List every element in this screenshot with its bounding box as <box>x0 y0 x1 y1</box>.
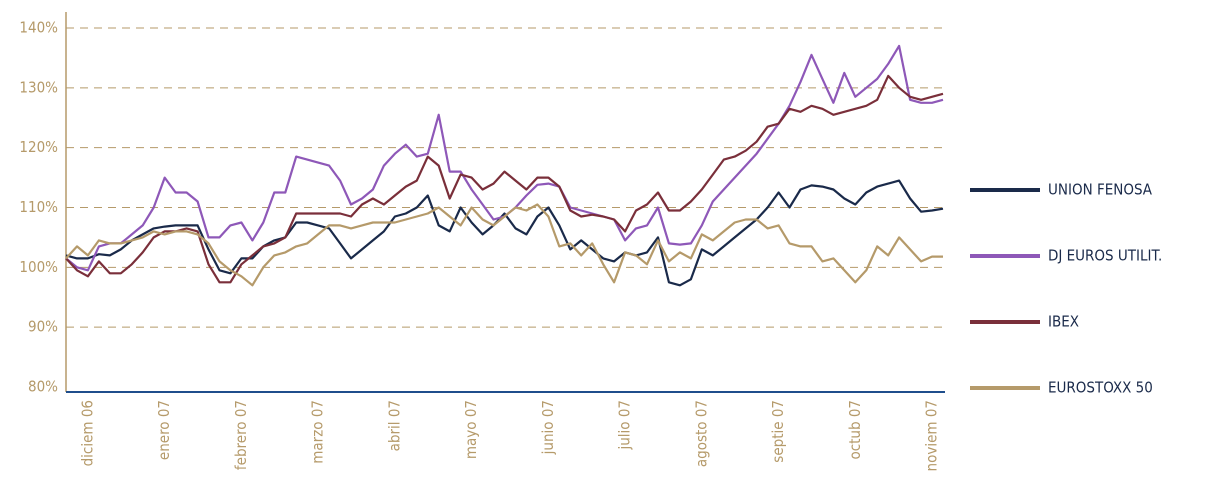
legend-label: UNION FENOSA <box>1048 181 1153 199</box>
x-tick-label: mayo 07 <box>462 400 480 459</box>
legend-label: DJ EUROS UTILIT. <box>1048 247 1162 265</box>
series-line <box>65 74 944 284</box>
y-tick-label: 80% <box>28 378 58 396</box>
y-tick-label: 120% <box>19 138 58 156</box>
x-tick-label: agosto 07 <box>692 400 710 467</box>
legend-label: EUROSTOXX 50 <box>1048 379 1153 397</box>
x-tick-label: septie 07 <box>769 400 787 463</box>
x-tick-label: marzo 07 <box>309 400 327 464</box>
x-tick-label: abril 07 <box>385 400 403 451</box>
x-tick-label: enero 07 <box>155 400 173 460</box>
x-tick-label: febrero 07 <box>232 400 250 470</box>
x-tick-label: diciem 06 <box>78 400 96 466</box>
x-tick-label: julio 07 <box>616 400 634 451</box>
y-tick-label: 110% <box>19 198 58 216</box>
y-tick-label: 90% <box>28 318 58 336</box>
series-line <box>65 44 944 272</box>
y-tick-label: 130% <box>19 78 58 96</box>
x-tick-label: noviem 07 <box>923 400 941 471</box>
legend-label: IBEX <box>1048 313 1079 331</box>
x-tick-label: octub 07 <box>846 400 864 460</box>
y-tick-label: 100% <box>19 258 58 276</box>
series-line <box>65 179 944 287</box>
y-tick-label: 140% <box>19 19 58 37</box>
series-line <box>65 203 943 287</box>
x-tick-label: junio 07 <box>539 400 557 455</box>
